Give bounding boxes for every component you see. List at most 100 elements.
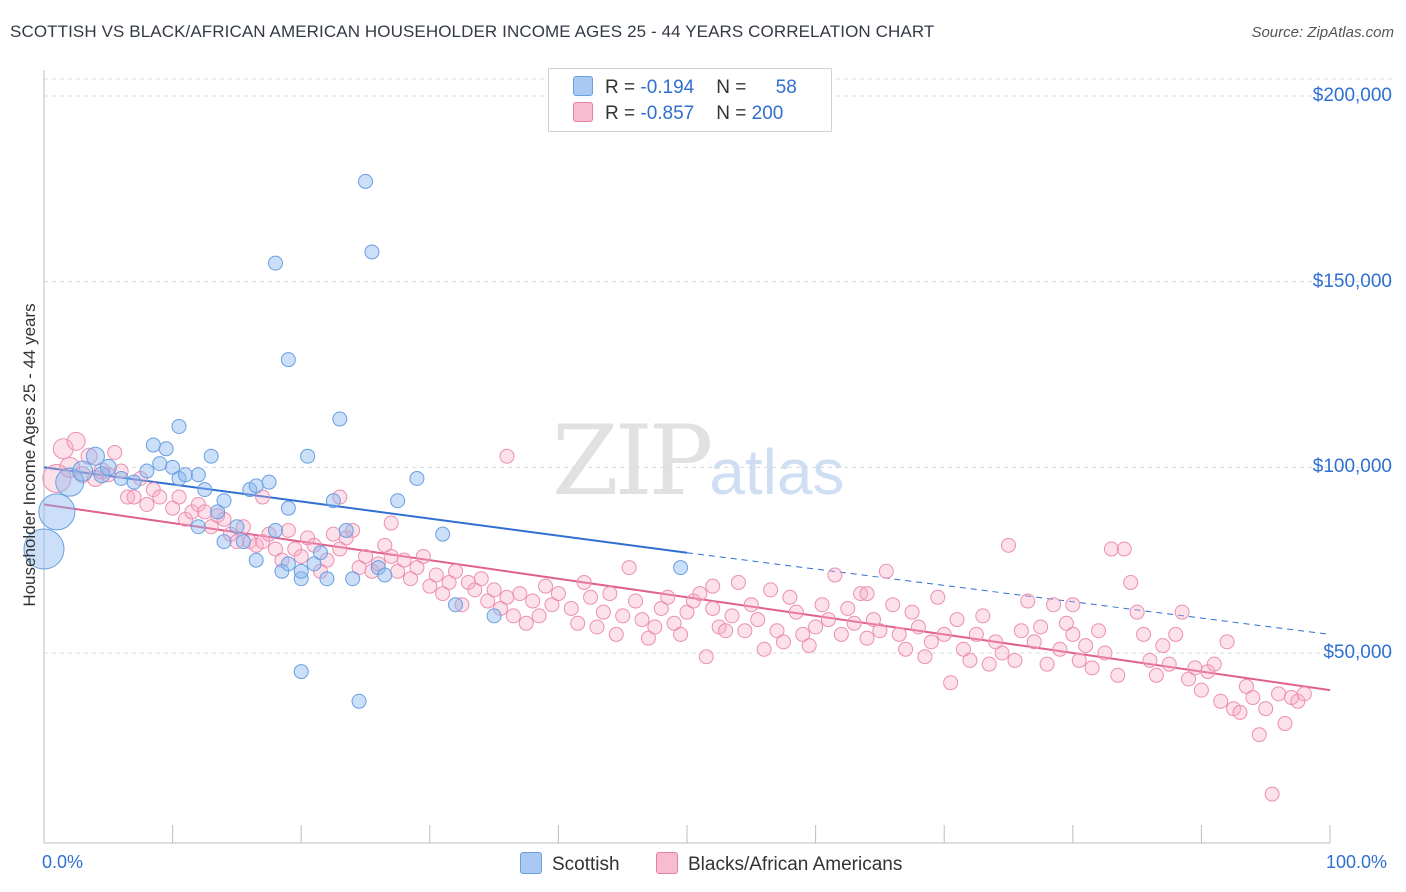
point-scottish-33 <box>280 352 296 368</box>
point-black-121 <box>846 615 862 631</box>
point-black-65 <box>480 593 496 609</box>
point-black-163 <box>1116 541 1132 557</box>
y-tick-label-2: $100,000 <box>1312 456 1392 478</box>
point-black-52 <box>396 552 412 568</box>
point-scottish-27 <box>248 478 264 494</box>
point-scottish-36 <box>280 556 296 572</box>
y-axis-label: Householder Income Ages 25 - 44 years <box>20 303 39 607</box>
point-black-114 <box>801 638 817 654</box>
point-black-130 <box>904 604 920 620</box>
point-black-108 <box>763 582 779 598</box>
point-scottish-2 <box>55 467 85 497</box>
point-black-191 <box>1296 686 1312 702</box>
legend-row-black: R = -0.857 N = 200 <box>573 102 783 126</box>
y-tick-label-3: $50,000 <box>1323 642 1392 663</box>
point-black-88 <box>634 612 650 628</box>
point-black-84 <box>608 626 624 642</box>
point-black-179 <box>1219 634 1235 650</box>
legend: R = -0.194 N = 58 R = -0.857 N = 200 <box>548 68 832 132</box>
legend-n-value: 200 <box>751 103 784 124</box>
point-black-34 <box>280 522 296 538</box>
legend-r-value: -0.194 <box>640 77 695 98</box>
point-black-73 <box>531 608 547 624</box>
point-black-197 <box>705 600 721 616</box>
point-black-170 <box>1161 656 1177 672</box>
point-black-131 <box>910 619 926 635</box>
x-tick-label-max: 100.0% <box>1326 852 1388 872</box>
point-scottish-9 <box>139 463 155 479</box>
point-black-59 <box>441 574 457 590</box>
point-scottish-54 <box>435 526 451 542</box>
point-black-123 <box>859 630 875 646</box>
data-points <box>23 173 1312 802</box>
point-black-60 <box>448 563 464 579</box>
point-black-105 <box>743 597 759 613</box>
point-scottish-49 <box>364 244 380 260</box>
point-black-85 <box>615 608 631 624</box>
point-black-150 <box>1033 619 1049 635</box>
legend-r-label: R = <box>605 77 641 98</box>
point-black-137 <box>949 612 965 628</box>
point-black-144 <box>994 645 1010 661</box>
y-tick-label-1: $150,000 <box>1312 270 1392 292</box>
point-black-136 <box>943 675 959 691</box>
point-black-157 <box>1078 638 1094 654</box>
point-black-56 <box>422 578 438 594</box>
chart-title: SCOTTISH VS BLACK/AFRICAN AMERICAN HOUSE… <box>10 22 935 41</box>
point-black-44 <box>345 522 361 538</box>
point-black-126 <box>878 563 894 579</box>
point-black-57 <box>428 567 444 583</box>
point-black-186 <box>1264 786 1280 802</box>
point-scottish-42 <box>319 571 335 587</box>
point-black-178 <box>1213 693 1229 709</box>
point-black-61 <box>454 597 470 613</box>
point-black-125 <box>872 623 888 639</box>
point-black-22 <box>203 519 219 535</box>
point-black-90 <box>647 619 663 635</box>
point-scottish-30 <box>267 522 283 538</box>
point-scottish-34 <box>280 500 296 516</box>
point-scottish-12 <box>145 437 161 453</box>
point-black-101 <box>718 623 734 639</box>
point-black-169 <box>1155 638 1171 654</box>
point-black-3 <box>66 431 86 451</box>
point-black-196 <box>383 515 399 531</box>
point-black-91 <box>653 600 669 616</box>
bottom-legend-label-scottish: Scottish <box>552 854 620 875</box>
y-tick-label-0: $200,000 <box>1312 85 1392 106</box>
legend-n-value: 58 <box>775 77 797 98</box>
point-black-82 <box>595 604 611 620</box>
point-scottish-25 <box>235 534 251 550</box>
x-tick-label-min: 0.0% <box>42 852 84 872</box>
point-scottish-4 <box>85 446 105 466</box>
point-black-42 <box>332 541 348 557</box>
point-black-146 <box>1007 652 1023 668</box>
point-scottish-40 <box>306 556 322 572</box>
point-black-83 <box>602 586 618 602</box>
point-black-13 <box>139 496 155 512</box>
point-black-48 <box>370 556 386 572</box>
point-black-124 <box>865 612 881 628</box>
point-black-122 <box>853 586 869 602</box>
point-scottish-44 <box>332 411 348 427</box>
point-black-161 <box>1103 541 1119 557</box>
point-black-5 <box>80 447 98 465</box>
point-black-138 <box>955 641 971 657</box>
point-black-152 <box>1046 597 1062 613</box>
point-black-149 <box>1026 634 1042 650</box>
grid-lines <box>44 78 1396 654</box>
point-scottish-43 <box>325 493 341 509</box>
point-black-118 <box>827 567 843 583</box>
point-scottish-16 <box>190 467 206 483</box>
point-black-128 <box>891 626 907 642</box>
point-scottish-6 <box>99 458 117 476</box>
point-scottish-39 <box>300 448 316 464</box>
point-black-187 <box>1271 686 1287 702</box>
point-black-63 <box>467 582 483 598</box>
point-black-104 <box>737 623 753 639</box>
point-black-162 <box>1110 667 1126 683</box>
legend-n-label: N = <box>716 103 752 124</box>
point-black-183 <box>1245 690 1261 706</box>
point-scottish-11 <box>165 459 181 475</box>
point-black-12 <box>126 489 142 505</box>
